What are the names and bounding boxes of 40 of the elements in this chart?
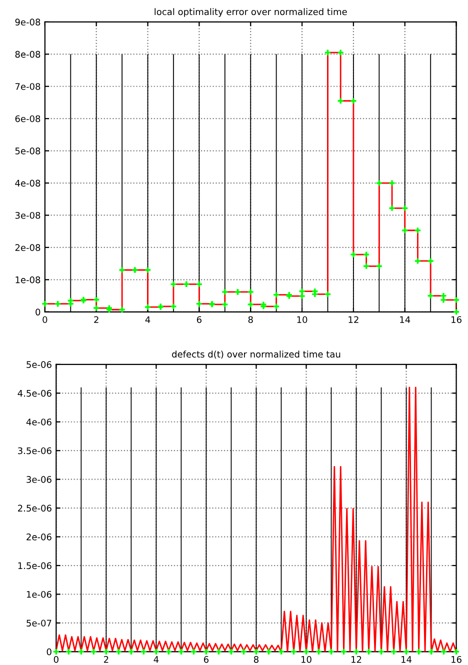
y-tick-label: 0 xyxy=(46,648,52,656)
y-tick-label: 3e-06 xyxy=(26,476,52,483)
y-tick-label: 2e-06 xyxy=(26,534,52,540)
x-tick-label: 4 xyxy=(154,656,159,663)
x-tick-label: 6 xyxy=(196,316,202,324)
y-tick-label: 4e-06 xyxy=(26,418,52,426)
x-tick-label: 14 xyxy=(402,656,412,663)
x-tick-label: 2 xyxy=(94,316,98,323)
y-tick-label: 1.5e-06 xyxy=(18,562,52,570)
x-tick-label: 12 xyxy=(348,316,358,323)
x-tick-label: 12 xyxy=(352,656,362,663)
x-tick-label: 10 xyxy=(301,656,312,663)
y-tick-label: 5e-07 xyxy=(26,620,52,627)
y-tick-label: 2e-08 xyxy=(15,244,40,252)
y-tick-label: 4e-08 xyxy=(15,180,40,187)
y-tick-label: 8e-08 xyxy=(15,50,40,58)
y-tick-label: 5e-08 xyxy=(15,148,40,154)
chart-title: local optimality error over normalized time xyxy=(154,8,347,17)
x-tick-label: 4 xyxy=(145,316,150,323)
y-tick-label: 5e-06 xyxy=(26,361,52,368)
x-tick-label: 8 xyxy=(248,316,253,324)
x-tick-label: 6 xyxy=(204,656,209,663)
x-tick-label: 10 xyxy=(297,316,308,324)
y-tick-label: 6e-08 xyxy=(15,115,40,122)
x-tick-label: 16 xyxy=(452,316,462,324)
chart-title: defects d(t) over normalized time tau xyxy=(172,350,340,359)
x-tick-label: 8 xyxy=(254,656,258,663)
x-tick-label: 0 xyxy=(54,656,58,663)
x-tick-label: 2 xyxy=(104,656,108,663)
y-tick-label: 3.5e-06 xyxy=(18,447,52,454)
y-tick-label: 2.5e-06 xyxy=(18,504,52,512)
y-tick-label: 7e-08 xyxy=(15,83,40,90)
y-tick-label: 4.5e-06 xyxy=(18,390,52,397)
x-tick-label: 16 xyxy=(452,656,462,663)
y-tick-label: 3e-08 xyxy=(15,212,40,219)
y-tick-label: 0 xyxy=(36,308,40,316)
y-tick-label: 9e-08 xyxy=(15,18,40,26)
x-tick-label: 14 xyxy=(400,316,410,323)
y-tick-label: 1e-06 xyxy=(26,590,52,598)
y-tick-label: 1e-08 xyxy=(16,276,40,284)
